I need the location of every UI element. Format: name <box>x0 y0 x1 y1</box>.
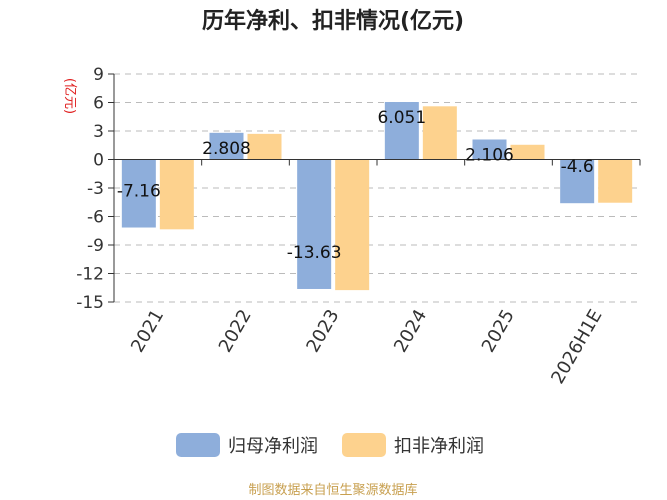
data-label: 2.106 <box>465 145 514 165</box>
y-tick-label: -15 <box>76 293 104 313</box>
y-tick-label: 0 <box>93 151 104 171</box>
x-tick-label: 2026H1E <box>547 306 606 388</box>
data-labels: -7.16 2.808 -13.63 6.051 2.106 -4.6 <box>117 108 594 263</box>
y-tick-label: 3 <box>93 122 104 142</box>
bar-net-profit-2025 <box>472 139 507 160</box>
x-tick-label: 2022 <box>215 306 256 356</box>
bar-deducted-net-profit-2023 <box>335 159 370 291</box>
y-tick-label: -6 <box>87 208 104 228</box>
y-tick-label: 9 <box>93 65 104 85</box>
x-tick-label: 2021 <box>127 306 168 356</box>
data-label: -13.63 <box>287 243 342 263</box>
bar-net-profit-2022 <box>209 132 244 160</box>
bar-net-profit-2024 <box>384 102 419 160</box>
bar-deducted-net-profit-2026H1E <box>598 159 633 203</box>
chart-title: 历年净利、扣非情况(亿元) <box>202 8 464 34</box>
bar-deducted-net-profit-2022 <box>247 133 282 160</box>
x-tick-label: 2025 <box>478 306 519 356</box>
legend-label: 扣非净利润 <box>394 436 484 457</box>
data-label: -7.16 <box>117 182 161 202</box>
data-label: 2.808 <box>202 139 251 159</box>
legend-swatch <box>342 433 386 457</box>
bars <box>121 102 633 291</box>
y-tick-label: -9 <box>87 236 104 256</box>
legend-swatch <box>176 433 220 457</box>
y-axis-label: (亿元) <box>62 78 77 114</box>
legend: 归母净利润 扣非净利润 <box>176 433 484 457</box>
y-tick-label: -3 <box>87 179 104 199</box>
y-tick-label: -12 <box>76 265 104 285</box>
x-tick-label: 2023 <box>302 306 343 356</box>
data-label: -4.6 <box>561 157 594 177</box>
data-label: 6.051 <box>377 108 426 128</box>
bar-net-profit-2021 <box>121 159 156 228</box>
bar-deducted-net-profit-2025 <box>510 144 545 160</box>
bar-net-profit-2026H1E <box>560 159 595 204</box>
source-note: 制图数据来自恒生聚源数据库 <box>248 482 417 498</box>
legend-label: 归母净利润 <box>228 436 318 457</box>
x-tick-label: 2024 <box>390 306 431 356</box>
bar-net-profit-2023 <box>297 159 332 289</box>
y-tick-label: 6 <box>93 94 104 114</box>
bar-deducted-net-profit-2024 <box>422 106 457 160</box>
bar-deducted-net-profit-2021 <box>159 159 194 230</box>
